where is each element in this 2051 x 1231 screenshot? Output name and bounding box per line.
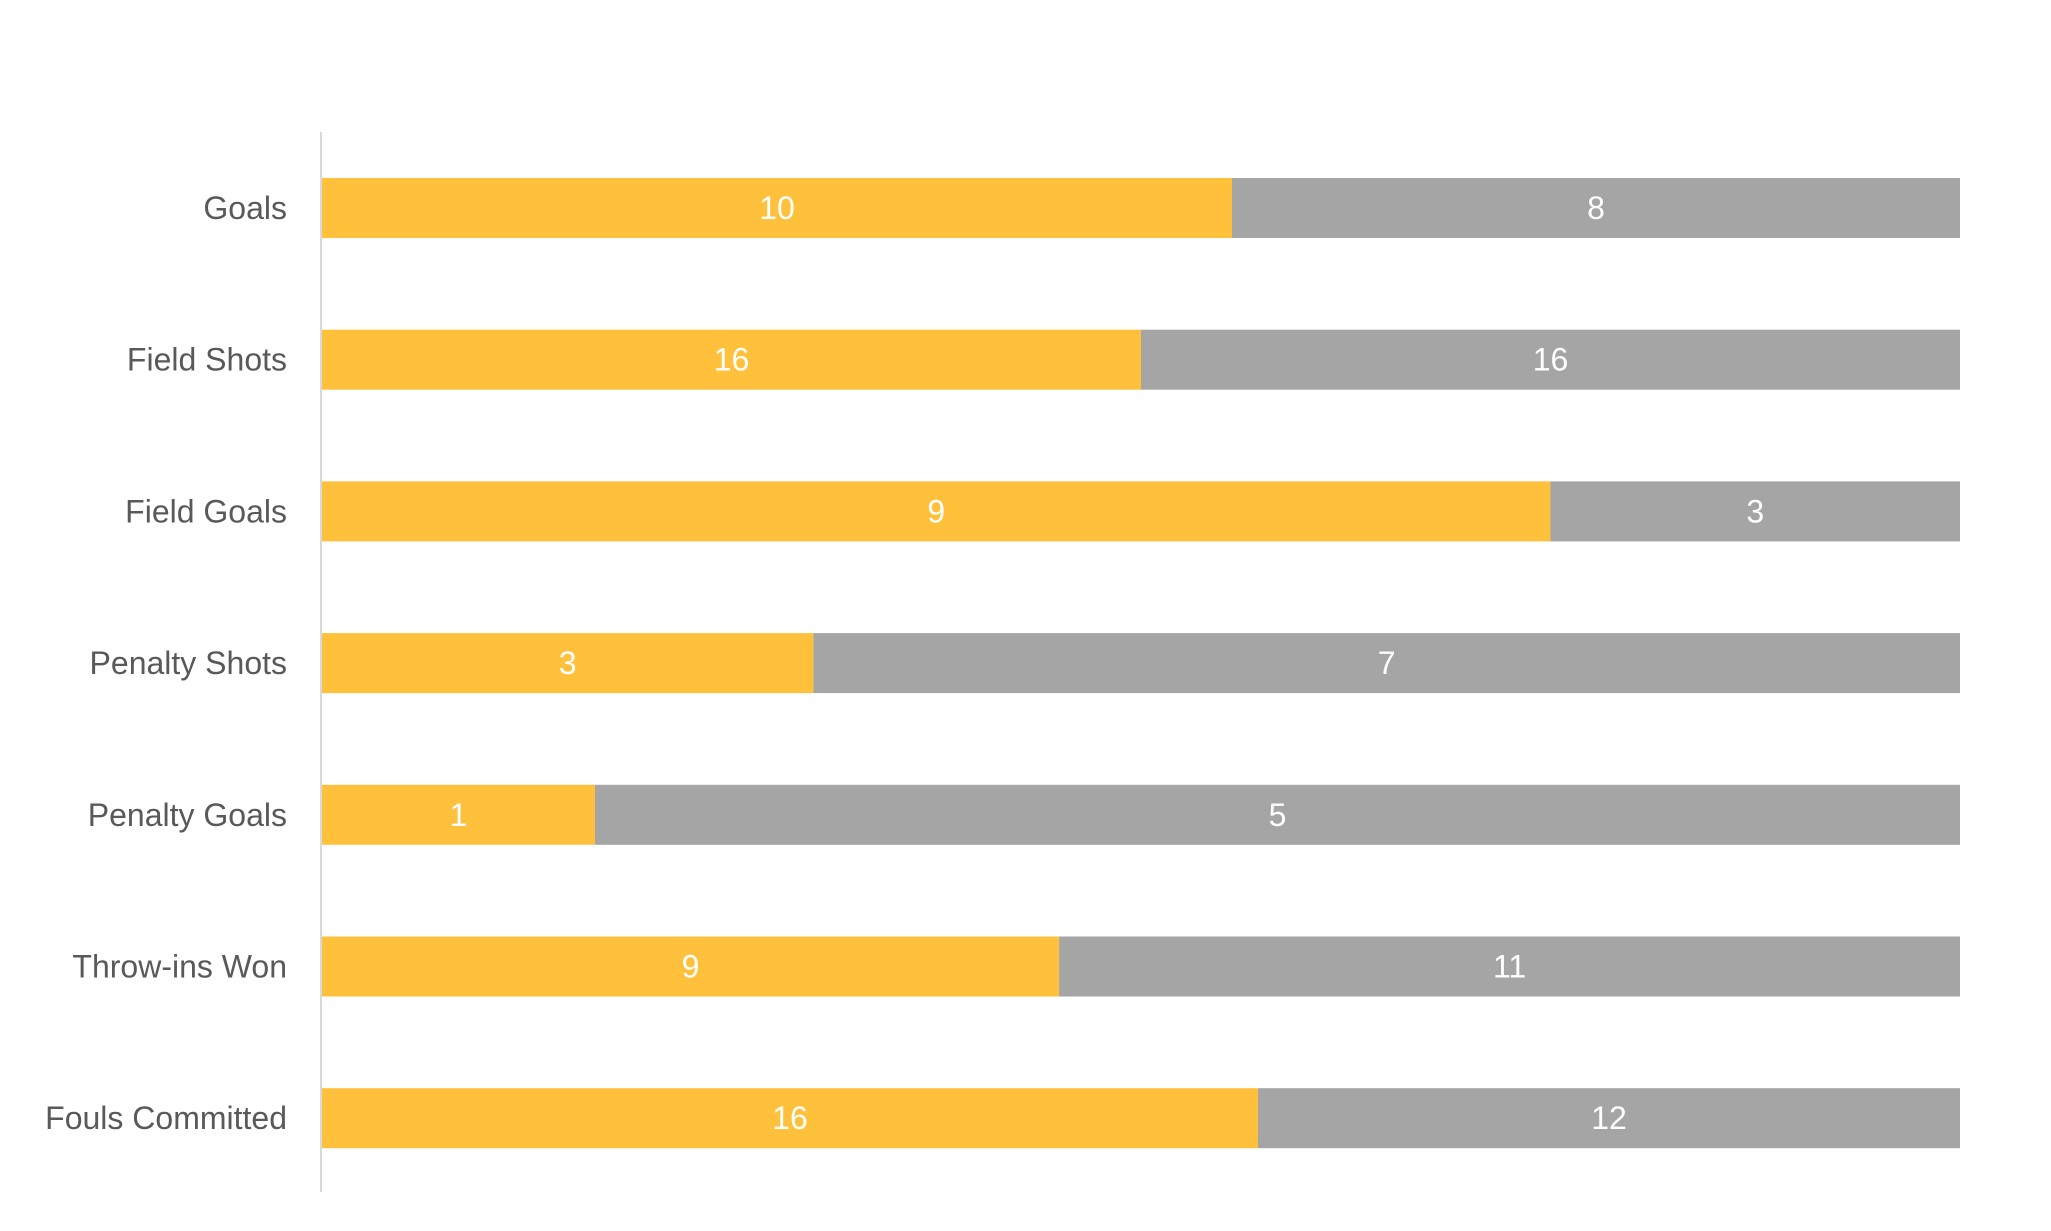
data-label-fouls-committed-series-1: 16 — [772, 1100, 808, 1136]
bar-penalty-goals-series-1 — [322, 784, 595, 845]
data-label-throw-ins-won-series-1: 9 — [682, 949, 700, 985]
bar-throw-ins-won-series-2 — [1059, 936, 1960, 997]
category-label-field-goals: Field Goals — [125, 493, 287, 529]
data-label-throw-ins-won-series-2: 11 — [1493, 949, 1526, 985]
category-label-throw-ins-won: Throw-ins Won — [72, 949, 287, 985]
data-label-penalty-shots-series-2: 7 — [1378, 645, 1396, 681]
bar-fouls-committed-series-1 — [322, 1088, 1258, 1149]
bars-layer — [322, 178, 1960, 1149]
data-label-penalty-goals-series-1: 1 — [450, 797, 468, 833]
bar-goals-series-2 — [1232, 178, 1960, 238]
data-label-penalty-shots-series-1: 3 — [559, 645, 577, 681]
data-label-fouls-committed-series-2: 12 — [1591, 1100, 1627, 1136]
data-label-field-shots-series-1: 16 — [714, 342, 750, 378]
category-labels-layer: Goals Field Shots Field Goals Penalty Shots… — [45, 190, 287, 1136]
data-label-field-shots-series-2: 16 — [1533, 342, 1569, 378]
data-label-goals-series-1: 10 — [759, 190, 795, 226]
data-labels-layer: 10 8 16 16 9 3 3 7 1 5 9 11 16 12 — [450, 190, 1765, 1136]
bar-penalty-shots-series-2 — [813, 633, 1960, 694]
bar-field-goals-series-2 — [1550, 481, 1960, 542]
data-label-goals-series-2: 8 — [1587, 190, 1605, 226]
data-label-penalty-goals-series-2: 5 — [1269, 797, 1287, 833]
bar-penalty-goals-series-2 — [595, 784, 1960, 845]
category-label-field-shots: Field Shots — [127, 342, 287, 378]
category-label-goals: Goals — [203, 190, 287, 226]
bar-field-goals-series-1 — [322, 481, 1551, 542]
data-label-field-goals-series-2: 3 — [1746, 493, 1764, 529]
bar-penalty-shots-series-1 — [322, 633, 814, 694]
category-label-penalty-goals: Penalty Goals — [88, 797, 287, 833]
bar-fouls-committed-series-2 — [1258, 1088, 1960, 1149]
category-label-penalty-shots: Penalty Shots — [90, 645, 287, 681]
bar-field-shots-series-2 — [1141, 329, 1960, 390]
category-label-fouls-committed: Fouls Committed — [45, 1100, 287, 1136]
data-label-field-goals-series-1: 9 — [927, 493, 945, 529]
bar-throw-ins-won-series-1 — [322, 936, 1060, 997]
bar-goals-series-1 — [322, 178, 1232, 238]
bar-field-shots-series-1 — [322, 329, 1141, 390]
